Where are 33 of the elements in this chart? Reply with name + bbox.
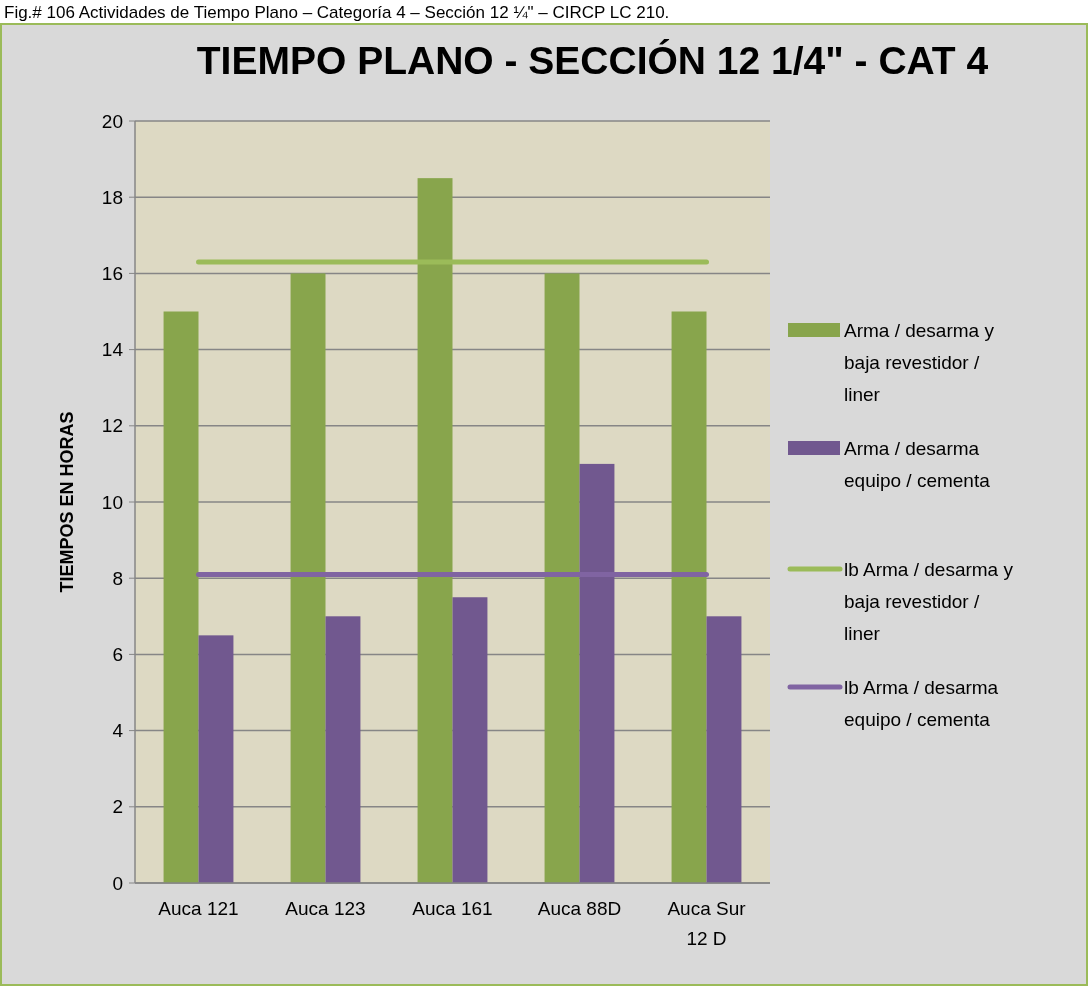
y-tick-label: 4: [112, 720, 124, 742]
bar: [417, 178, 453, 883]
y-tick-label: 8: [112, 567, 123, 589]
legend-label: Arma / desarma equipo / cementa: [844, 438, 991, 491]
text: Fig.# 106 Actividades de Tiempo Plano – Categoría 4 – Sección 12 ¼" – CIRCP LC 210.: [4, 3, 670, 22]
bar: [198, 635, 234, 883]
x-tick-label: Auca 161: [412, 898, 493, 919]
y-tick-label: 14: [101, 339, 124, 361]
bar: [325, 616, 361, 883]
y-tick-label: 20: [101, 110, 123, 132]
y-tick-label: 6: [112, 644, 123, 666]
legend-label: Arma / desarma y baja revestidor / liner: [844, 320, 995, 405]
y-tick-label: 18: [101, 186, 123, 208]
bar: [452, 597, 488, 883]
y-axis-title: TIEMPOS EN HORAS: [57, 411, 77, 593]
bar: [163, 311, 199, 883]
x-tick-label: Auca 121: [158, 898, 239, 919]
y-tick-label: 0: [112, 872, 123, 894]
x-tick-label: Auca 123: [285, 898, 366, 919]
legend-label: lb Arma / desarma y baja revestidor / liner: [844, 559, 1014, 644]
y-tick-label: 12: [101, 415, 123, 437]
y-tick-label: 16: [101, 263, 123, 285]
bar: [671, 311, 707, 883]
y-tick-label: 2: [112, 796, 123, 818]
bar: [544, 273, 580, 883]
y-tick-label: 10: [101, 491, 123, 513]
bar: [290, 273, 326, 883]
bar: [579, 463, 615, 883]
chart-title: TIEMPO PLANO - SECCIÓN 12 1/4" - CAT 4: [196, 39, 989, 82]
legend-label: lb Arma / desarma equipo / cementa: [844, 677, 999, 730]
bar: [706, 616, 742, 883]
x-tick-label: Auca 88D: [537, 898, 622, 919]
x-tick-label: Auca Sur 12 D: [667, 898, 747, 949]
